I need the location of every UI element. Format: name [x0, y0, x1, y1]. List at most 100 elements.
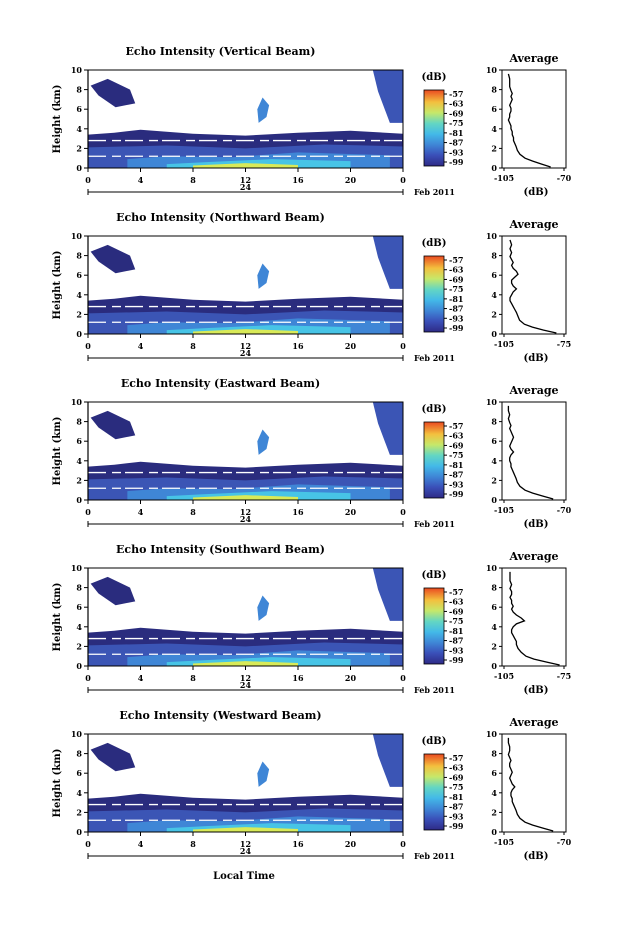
colorbar-tick-label: -57 [449, 587, 463, 597]
x-tick-label: 0 [400, 175, 406, 185]
x-tick-label: 4 [138, 839, 144, 849]
y-tick-label: 10 [71, 65, 83, 75]
x-tick-label: 16 [292, 673, 304, 683]
date-month-label: Feb 2011 [414, 685, 455, 695]
profile-y-tick-label: 2 [491, 641, 497, 651]
x-tick-label: 4 [138, 507, 144, 517]
cloud-patch-late [372, 734, 403, 787]
profile-frame [501, 401, 567, 501]
x-tick-label: 8 [190, 507, 196, 517]
profile-y-tick-label: 4 [491, 788, 497, 798]
y-tick-label: 4 [76, 290, 82, 300]
colorbar-tick-label: -69 [449, 440, 464, 450]
x-tick-label: 16 [292, 175, 304, 185]
x-tick-label: 12 [240, 341, 251, 351]
profile-y-tick-label: 6 [491, 436, 497, 446]
profile-frame [501, 567, 567, 667]
x-tick-label: 8 [190, 341, 196, 351]
colorbar-tick-label: -57 [449, 421, 463, 431]
colorbar-unit: (dB) [422, 72, 447, 83]
y-tick-label: 0 [76, 329, 82, 339]
profile-x-tick-label: -70 [557, 505, 572, 515]
colorbar [423, 421, 445, 499]
profile-y-tick-label: 4 [491, 456, 497, 466]
y-tick-label: 8 [76, 85, 82, 95]
profile-y-tick-label: 2 [491, 309, 497, 319]
date-month-label: Feb 2011 [414, 353, 455, 363]
panel-1: Echo Intensity (Vertical Beam)0246810Hei… [52, 45, 572, 198]
y-tick-label: 2 [76, 807, 82, 817]
echo-heatmap [88, 402, 403, 500]
profile-x-tick-label: -105 [494, 837, 514, 847]
profile-y-tick-label: 10 [486, 729, 498, 739]
profile-y-tick-label: 0 [491, 329, 497, 339]
colorbar-tick-label: -87 [449, 636, 463, 646]
x-tick-label: 16 [292, 839, 304, 849]
y-tick-label: 8 [76, 417, 82, 427]
panel-title: Echo Intensity (Eastward Beam) [121, 377, 320, 390]
y-tick-label: 10 [71, 563, 83, 573]
profile-x-label: (dB) [524, 187, 549, 198]
profile-title: Average [508, 550, 558, 563]
echo-surface-yellow [193, 661, 298, 666]
y-tick-label: 2 [76, 309, 82, 319]
colorbar [423, 587, 445, 665]
colorbar-unit: (dB) [422, 404, 447, 415]
echo-heatmap [88, 236, 403, 334]
x-tick-label: 0 [85, 507, 91, 517]
cloud-patch-early [90, 410, 136, 440]
cloud-patch-early [90, 78, 136, 108]
cloud-patch-early [90, 244, 136, 274]
convective-cell [257, 97, 270, 123]
date-day-label: 24 [240, 348, 252, 358]
y-tick-label: 6 [76, 270, 82, 280]
echo-heatmap [88, 70, 403, 168]
y-tick-label: 2 [76, 475, 82, 485]
x-tick-label: 4 [138, 673, 144, 683]
x-tick-label: 0 [85, 175, 91, 185]
profile-y-tick-label: 2 [491, 807, 497, 817]
x-tick-label: 20 [345, 839, 357, 849]
profile-x-tick-label: -105 [494, 671, 514, 681]
profile-y-tick-label: 10 [486, 231, 498, 241]
y-tick-label: 6 [76, 436, 82, 446]
colorbar-tick-label: -99 [449, 821, 464, 831]
colorbar-tick-label: -99 [449, 655, 464, 665]
y-tick-label: 0 [76, 827, 82, 837]
y-tick-label: 4 [76, 622, 82, 632]
echo-surface-yellow [193, 163, 298, 168]
y-tick-label: 4 [76, 788, 82, 798]
profile-y-tick-label: 6 [491, 270, 497, 280]
profile-line [507, 737, 554, 832]
profile-y-tick-label: 6 [491, 104, 497, 114]
profile-title: Average [508, 218, 558, 231]
date-month-label: Feb 2011 [414, 851, 455, 861]
x-tick-label: 0 [85, 673, 91, 683]
colorbar-tick-label: -69 [449, 772, 464, 782]
x-tick-label: 0 [400, 673, 406, 683]
y-tick-label: 8 [76, 251, 82, 261]
convective-cell [257, 263, 270, 289]
cloud-patch-late [372, 236, 403, 289]
x-tick-label: 20 [345, 673, 357, 683]
colorbar-tick-label: -63 [449, 597, 464, 607]
profile-y-tick-label: 4 [491, 290, 497, 300]
panel-5: Echo Intensity (Westward Beam)0246810Hei… [52, 709, 572, 862]
colorbar-tick-label: -75 [449, 782, 463, 792]
profile-y-tick-label: 4 [491, 622, 497, 632]
profile-y-tick-label: 6 [491, 768, 497, 778]
date-day-label: 24 [240, 680, 252, 690]
cloud-patch-late [372, 70, 403, 123]
colorbar-tick-label: -99 [449, 323, 464, 333]
x-tick-label: 0 [400, 341, 406, 351]
colorbar-tick-label: -93 [449, 811, 464, 821]
date-day-label: 24 [240, 182, 252, 192]
colorbar-tick-label: -75 [449, 616, 463, 626]
colorbar-tick-label: -63 [449, 431, 464, 441]
colorbar-tick-label: -99 [449, 157, 464, 167]
profile-y-tick-label: 8 [491, 583, 497, 593]
echo-surface-yellow [193, 827, 298, 832]
profile-y-tick-label: 0 [491, 827, 497, 837]
colorbar-tick-label: -69 [449, 606, 464, 616]
